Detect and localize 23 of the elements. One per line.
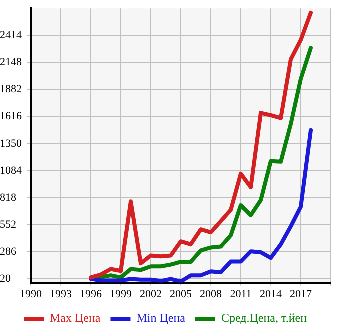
y-tick-label: 1350 (0, 138, 22, 150)
x-tick-label: 2014 (260, 288, 282, 300)
x-tick-label: 2011 (230, 288, 252, 300)
x-tick-label: 2005 (170, 288, 192, 300)
y-tick-label: 1882 (0, 84, 22, 96)
x-tick-label: 2008 (200, 288, 222, 300)
legend-label: Max Цена (50, 311, 102, 326)
y-tick-label: 552 (0, 219, 16, 231)
x-tick-label: 1999 (110, 288, 132, 300)
x-tick-label: 1990 (20, 288, 42, 300)
x-tick-label: 2017 (290, 288, 312, 300)
x-tick-label: 1993 (50, 288, 72, 300)
x-tick-label: 2002 (140, 288, 162, 300)
y-tick-label: 1084 (0, 164, 22, 177)
y-tick-label: 818 (0, 192, 17, 204)
y-tick-label: 1616 (0, 110, 22, 123)
x-tick-label: 1996 (80, 288, 102, 300)
y-tick-label: 2148 (0, 56, 22, 69)
y-tick-label: 20 (0, 273, 12, 286)
legend-label: Сред.Цена, т.йен (221, 311, 308, 326)
y-tick-label: 286 (0, 246, 17, 258)
y-tick-label: 2414 (0, 30, 22, 42)
legend-label: Min Цена (136, 311, 186, 326)
